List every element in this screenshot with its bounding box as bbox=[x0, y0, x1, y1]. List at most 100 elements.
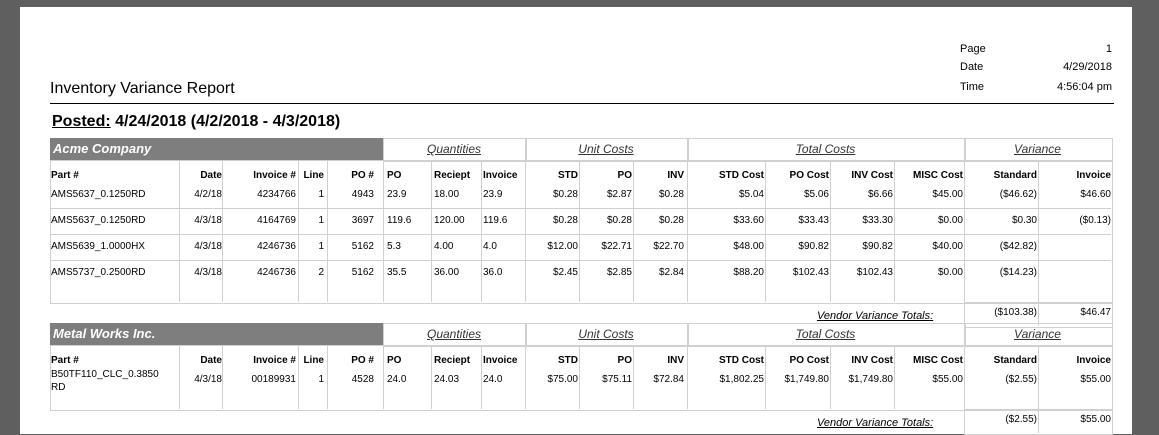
table-cell-part: AMS5637_0.1250RD bbox=[51, 215, 146, 226]
table-cell-inv: $2.84 bbox=[658, 267, 684, 278]
vendor-variance-totals-label: Vendor Variance Totals: bbox=[817, 417, 934, 429]
column-header: Invoice bbox=[1076, 355, 1111, 366]
vendor-variance-totals-label: Vendor Variance Totals: bbox=[817, 310, 934, 322]
page-value: 1 bbox=[1105, 43, 1112, 55]
column-header: PO bbox=[387, 355, 402, 366]
column-header: Standard bbox=[993, 355, 1037, 366]
report-page bbox=[20, 7, 1132, 434]
table-cell-var-std: ($42.82) bbox=[999, 241, 1037, 252]
table-cell-inv-cost: $102.43 bbox=[856, 267, 893, 278]
column-header: PO # bbox=[351, 170, 374, 181]
posted-label: Posted: bbox=[52, 113, 111, 130]
group-header-box bbox=[687, 138, 966, 162]
table-cell-inv: $0.28 bbox=[658, 189, 684, 200]
column-header: INV Cost bbox=[851, 170, 893, 181]
table-cell-std: $75.00 bbox=[547, 374, 578, 385]
column-divider bbox=[222, 345, 223, 409]
date-value: 4/29/2018 bbox=[1063, 61, 1112, 73]
table-cell-misc: $40.00 bbox=[932, 241, 963, 252]
column-header: PO bbox=[617, 355, 632, 366]
table-cell-line: 1 bbox=[318, 215, 324, 226]
table-cell-std: $2.45 bbox=[552, 267, 578, 278]
table-cell-po: 5.3 bbox=[387, 241, 401, 252]
column-header: MISC Cost bbox=[913, 170, 963, 181]
table-cell-po-no: 5162 bbox=[351, 267, 374, 278]
table-cell-std-cost: $88.20 bbox=[733, 267, 764, 278]
column-divider bbox=[431, 160, 432, 302]
row-divider bbox=[50, 234, 1111, 235]
table-cell-po-cost: $75.11 bbox=[602, 374, 632, 385]
column-divider bbox=[383, 160, 384, 302]
table-cell-date: 4/3/18 bbox=[194, 374, 222, 385]
column-divider bbox=[633, 345, 634, 409]
vendor-name-header: Metal Works Inc. bbox=[50, 323, 383, 345]
table-cell-po-total: $90.82 bbox=[798, 241, 829, 252]
table-cell-std: $12.00 bbox=[547, 241, 578, 252]
group-header-total-costs: Total Costs bbox=[795, 327, 856, 341]
group-header-box bbox=[383, 138, 527, 162]
table-cell-var-inv: $55.00 bbox=[1080, 374, 1111, 385]
vendor-name-header: Acme Company bbox=[50, 138, 383, 160]
group-header-box bbox=[525, 138, 689, 162]
table-cell-std-cost: $1,802.25 bbox=[719, 374, 765, 385]
time-value: 4:56:04 pm bbox=[1056, 81, 1112, 93]
table-cell-misc: $0.00 bbox=[937, 215, 963, 226]
totals-divider bbox=[1038, 302, 1039, 326]
column-divider bbox=[179, 160, 180, 302]
page-label: Page bbox=[960, 43, 986, 55]
table-cell-inv-cost: $90.82 bbox=[862, 241, 893, 252]
table-cell-receipt: 4.00 bbox=[434, 241, 454, 252]
group-header-variance: Variance bbox=[1014, 142, 1061, 156]
group-header-quantities: Quantities bbox=[426, 327, 482, 341]
column-divider bbox=[222, 160, 223, 302]
column-header: Date bbox=[200, 170, 222, 181]
column-header: Invoice bbox=[1076, 170, 1111, 181]
column-divider bbox=[327, 345, 328, 409]
table-cell-line: 1 bbox=[318, 374, 324, 385]
table-cell-invoice: 24.0 bbox=[483, 374, 503, 385]
column-divider bbox=[894, 345, 895, 409]
column-header: INV Cost bbox=[851, 355, 893, 366]
column-header: PO Cost bbox=[789, 170, 829, 181]
group-header-total-costs: Total Costs bbox=[795, 142, 856, 156]
column-divider bbox=[298, 160, 299, 302]
table-cell-date: 4/3/18 bbox=[194, 267, 222, 278]
column-header: Line bbox=[303, 355, 324, 366]
table-cell-date: 4/3/18 bbox=[194, 215, 222, 226]
row-divider bbox=[50, 260, 1111, 261]
group-header-quantities: Quantities bbox=[426, 142, 482, 156]
group-header-box bbox=[687, 323, 966, 347]
column-header: PO # bbox=[351, 355, 374, 366]
table-cell-inv: $0.28 bbox=[658, 215, 684, 226]
column-divider bbox=[687, 345, 688, 409]
table-cell-po-total: $1,749.80 bbox=[784, 374, 830, 385]
table-cell-inv-cost: $6.66 bbox=[867, 189, 893, 200]
table-cell-invoice-no: 00189931 bbox=[251, 374, 297, 385]
table-cell-po-cost: $2.87 bbox=[606, 189, 632, 200]
column-divider bbox=[964, 345, 965, 409]
table-cell-invoice-no: 4246736 bbox=[257, 241, 296, 252]
table-cell-receipt: 36.00 bbox=[434, 267, 460, 278]
table-cell-part: AMS5737_0.2500RD bbox=[51, 267, 146, 278]
table-cell-po-no: 4528 bbox=[351, 374, 374, 385]
table-cell-std: $0.28 bbox=[552, 189, 578, 200]
table-cell-var-std: ($46.62) bbox=[999, 189, 1037, 200]
column-divider bbox=[525, 345, 526, 409]
group-header-box bbox=[383, 323, 527, 347]
column-divider bbox=[481, 160, 482, 302]
column-divider bbox=[830, 160, 831, 302]
column-header: MISC Cost bbox=[913, 355, 963, 366]
table-cell-invoice: 36.0 bbox=[483, 267, 503, 278]
vendor-total-invoice: $46.47 bbox=[1080, 307, 1111, 318]
table-cell-inv: $22.70 bbox=[653, 241, 684, 252]
table-cell-std-cost: $48.00 bbox=[733, 241, 764, 252]
table-cell-line: 2 bbox=[318, 267, 324, 278]
title-rule bbox=[50, 103, 1114, 104]
table-cell-receipt: 120.00 bbox=[434, 215, 465, 226]
column-header: STD bbox=[558, 355, 578, 366]
column-header: Reciept bbox=[434, 355, 471, 366]
table-cell-invoice-no: 4164769 bbox=[257, 215, 296, 226]
table-cell-po-cost: $22.71 bbox=[601, 241, 632, 252]
column-divider bbox=[298, 345, 299, 409]
column-header: STD Cost bbox=[719, 355, 764, 366]
